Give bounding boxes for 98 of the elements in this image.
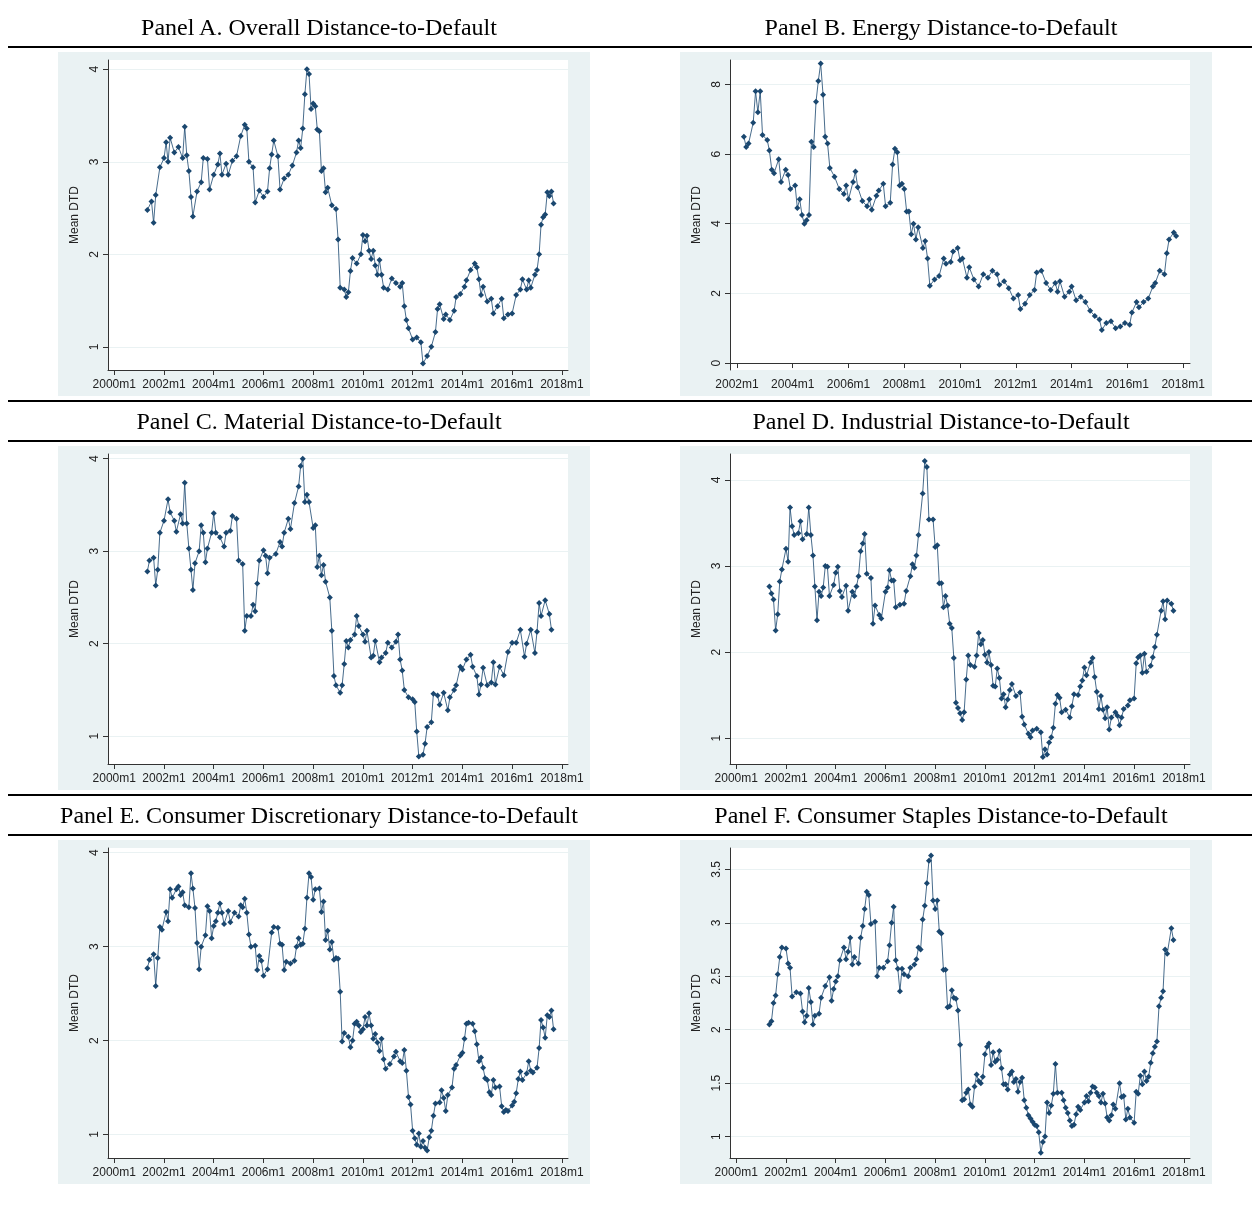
chart-title: Panel F. Consumer Staples Distance-to-Default: [630, 796, 1252, 836]
chart-title: Panel B. Energy Distance-to-Default: [630, 8, 1252, 48]
x-tick-label: 2000m1: [714, 771, 759, 785]
y-axis-title: Mean DTD: [67, 579, 81, 639]
x-tick-label: 2002m1: [142, 771, 187, 785]
y-tick-label: 4: [87, 65, 101, 73]
y-tick-label: 6: [709, 150, 723, 158]
y-tick-label: 3: [87, 547, 101, 555]
x-tick-label: 2014m1: [440, 377, 485, 391]
x-tick-label: 2006m1: [863, 771, 908, 785]
y-axis-title: Mean DTD: [689, 185, 703, 245]
y-axis-title: Mean DTD: [689, 579, 703, 639]
x-tick-label: 2004m1: [814, 1165, 858, 1179]
x-tick-label: 2010m1: [341, 771, 385, 785]
x-tick-label: 2004m1: [771, 377, 815, 391]
x-tick-label: 2010m1: [963, 771, 1007, 785]
x-tick-label: 2008m1: [291, 1165, 336, 1179]
x-tick-label: 2006m1: [826, 377, 871, 391]
y-tick-label: 0: [709, 359, 723, 367]
x-tick-label: 2002m1: [764, 1165, 809, 1179]
x-tick-label: 2016m1: [490, 771, 535, 785]
y-axis-title: Mean DTD: [689, 973, 703, 1033]
y-tick-label: 2: [709, 1026, 723, 1034]
chart-title: Panel C. Material Distance-to-Default: [8, 402, 630, 442]
y-tick-label: 2: [709, 648, 723, 656]
x-tick-label: 2016m1: [1112, 771, 1157, 785]
x-tick-label: 2008m1: [913, 771, 958, 785]
x-tick-label: 2006m1: [241, 1165, 286, 1179]
x-tick-label: 2008m1: [882, 377, 927, 391]
x-tick-label: 2010m1: [341, 377, 385, 391]
x-tick-label: 2000m1: [92, 1165, 137, 1179]
y-axis-title: Mean DTD: [67, 973, 81, 1033]
x-tick-label: 2016m1: [1105, 377, 1150, 391]
x-tick-label: 2018m1: [1162, 771, 1206, 785]
chart-title: Panel D. Industrial Distance-to-Default: [630, 402, 1252, 442]
x-tick-label: 2000m1: [92, 377, 137, 391]
x-tick-label: 2008m1: [913, 1165, 958, 1179]
y-tick-label: 3: [709, 562, 723, 570]
x-tick-label: 2002m1: [142, 377, 187, 391]
chart-title: Panel A. Overall Distance-to-Default: [8, 8, 630, 48]
y-tick-label: 3: [87, 942, 101, 950]
chart-title: Panel E. Consumer Discretionary Distance-to-Default: [8, 796, 630, 836]
x-tick-label: 2012m1: [994, 377, 1038, 391]
x-tick-label: 2018m1: [1161, 377, 1206, 391]
x-tick-label: 2008m1: [291, 377, 336, 391]
x-tick-label: 2000m1: [714, 1165, 759, 1179]
y-tick-label: 1: [87, 1130, 101, 1138]
y-tick-label: 4: [87, 454, 101, 462]
y-tick-label: 3: [709, 919, 723, 927]
x-tick-label: 2004m1: [192, 377, 236, 391]
x-tick-label: 2002m1: [142, 1165, 187, 1179]
x-tick-label: 2018m1: [540, 771, 584, 785]
y-tick-label: 1: [709, 734, 723, 742]
x-tick-label: 2016m1: [490, 1165, 535, 1179]
x-tick-label: 2016m1: [1112, 1165, 1157, 1179]
y-tick-label: 2: [87, 250, 101, 258]
x-tick-label: 2006m1: [241, 771, 286, 785]
x-tick-label: 2012m1: [1012, 771, 1057, 785]
y-tick-label: 1: [87, 343, 101, 351]
y-tick-label: 2: [87, 1036, 101, 1044]
y-tick-label: 8: [709, 80, 723, 88]
x-tick-label: 2012m1: [390, 377, 435, 391]
y-tick-label: 2: [87, 640, 101, 648]
x-tick-label: 2004m1: [192, 1165, 236, 1179]
x-tick-label: 2014m1: [1049, 377, 1094, 391]
y-tick-label: 2.5: [709, 967, 723, 985]
x-tick-label: 2018m1: [1162, 1165, 1206, 1179]
y-tick-label: 1: [709, 1132, 723, 1140]
x-tick-label: 2014m1: [440, 1165, 485, 1179]
x-tick-label: 2008m1: [291, 771, 336, 785]
y-tick-label: 4: [709, 476, 723, 484]
y-tick-label: 3.5: [709, 860, 723, 878]
x-tick-label: 2002m1: [715, 377, 760, 391]
x-tick-label: 2014m1: [1062, 1165, 1107, 1179]
x-tick-label: 2010m1: [963, 1165, 1007, 1179]
x-tick-label: 2004m1: [192, 771, 236, 785]
x-tick-label: 2014m1: [440, 771, 485, 785]
y-tick-label: 4: [87, 849, 101, 857]
x-tick-label: 2018m1: [540, 377, 584, 391]
x-tick-label: 2012m1: [390, 771, 435, 785]
x-tick-label: 2010m1: [341, 1165, 385, 1179]
x-tick-label: 2000m1: [92, 771, 137, 785]
x-tick-label: 2016m1: [490, 377, 535, 391]
y-axis-title: Mean DTD: [67, 185, 81, 245]
x-tick-label: 2010m1: [938, 377, 983, 391]
x-tick-label: 2012m1: [1012, 1165, 1057, 1179]
x-tick-label: 2004m1: [814, 771, 858, 785]
x-tick-label: 2006m1: [241, 377, 286, 391]
y-tick-label: 1.5: [709, 1074, 723, 1092]
y-tick-label: 1: [87, 732, 101, 740]
x-tick-label: 2006m1: [863, 1165, 908, 1179]
x-tick-label: 2018m1: [540, 1165, 584, 1179]
y-tick-label: 4: [709, 220, 723, 228]
x-tick-label: 2014m1: [1062, 771, 1107, 785]
x-tick-label: 2012m1: [390, 1165, 435, 1179]
y-tick-label: 3: [87, 158, 101, 166]
y-tick-label: 2: [709, 289, 723, 297]
x-tick-label: 2002m1: [764, 771, 809, 785]
